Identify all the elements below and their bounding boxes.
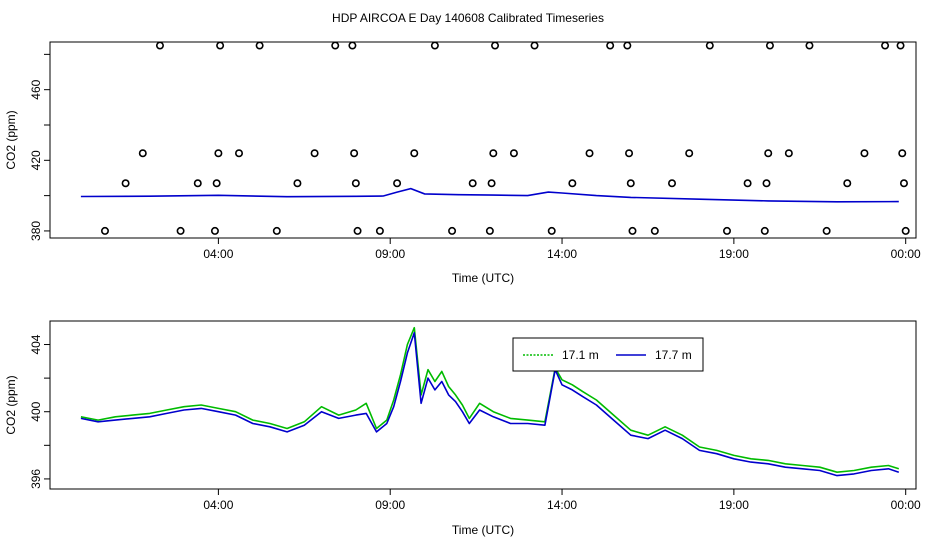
- bottom-x-tick-label: 09:00: [375, 498, 405, 512]
- bottom-y-tick-label: 404: [29, 334, 43, 354]
- data-point: [705, 41, 714, 50]
- bottom-x-tick-label: 00:00: [891, 498, 921, 512]
- bottom-plot-frame: [49, 320, 917, 490]
- bottom-x-axis: 04:00 09:00 14:00 19:00 00:00: [203, 489, 921, 512]
- data-point: [375, 226, 384, 235]
- data-point: [393, 179, 402, 188]
- legend-label-17-1m: 17.1 m: [562, 348, 599, 362]
- data-point: [843, 179, 852, 188]
- data-point: [121, 179, 130, 188]
- data-point: [100, 226, 109, 235]
- bottom-x-tick-label: 14:00: [547, 498, 577, 512]
- data-point: [272, 226, 281, 235]
- top-y-tick-label: 420: [29, 150, 43, 170]
- data-point: [350, 149, 359, 158]
- data-point: [901, 226, 910, 235]
- data-point: [822, 226, 831, 235]
- legend: 17.1 m 17.7 m: [512, 337, 704, 372]
- top-x-tick-label: 19:00: [719, 247, 749, 261]
- data-point: [685, 149, 694, 158]
- data-point: [625, 149, 634, 158]
- data-point: [784, 149, 793, 158]
- series-line: [80, 187, 899, 203]
- data-point: [331, 41, 340, 50]
- top-plot-frame: [49, 41, 917, 239]
- data-point: [530, 41, 539, 50]
- bottom-x-axis-label: Time (UTC): [452, 523, 514, 537]
- data-point: [626, 179, 635, 188]
- bottom-y-tick-label: 400: [29, 401, 43, 421]
- top-x-axis-label: Time (UTC): [452, 271, 514, 285]
- data-point: [764, 149, 773, 158]
- data-point: [138, 149, 147, 158]
- data-point: [896, 41, 905, 50]
- data-point: [650, 226, 659, 235]
- data-point: [628, 226, 637, 235]
- data-point: [899, 179, 908, 188]
- data-point: [216, 41, 225, 50]
- data-point: [468, 179, 477, 188]
- data-point: [212, 179, 221, 188]
- data-point: [176, 226, 185, 235]
- data-point: [668, 179, 677, 188]
- top-plot-marks: [80, 41, 910, 235]
- data-point: [547, 226, 556, 235]
- data-point: [293, 179, 302, 188]
- data-point: [485, 226, 494, 235]
- bottom-x-tick-label: 19:00: [719, 498, 749, 512]
- data-point: [155, 41, 164, 50]
- data-point: [765, 41, 774, 50]
- data-point: [881, 41, 890, 50]
- data-point: [310, 149, 319, 158]
- top-x-tick-label: 14:00: [547, 247, 577, 261]
- data-point: [509, 149, 518, 158]
- data-point: [255, 41, 264, 50]
- top-y-axis: 380 420 460: [29, 53, 50, 241]
- data-point: [410, 149, 419, 158]
- data-point: [743, 179, 752, 188]
- data-point: [448, 226, 457, 235]
- bottom-y-tick-label: 396: [29, 469, 43, 489]
- bottom-panel: 04:00 09:00 14:00 19:00 00:00 396 400 404 Time…: [4, 320, 921, 537]
- data-point: [487, 179, 496, 188]
- data-point: [235, 149, 244, 158]
- data-point: [193, 179, 202, 188]
- data-point: [585, 149, 594, 158]
- data-point: [805, 41, 814, 50]
- data-point: [214, 149, 223, 158]
- data-point: [762, 179, 771, 188]
- figure-title: HDP AIRCOA E Day 140608 Calibrated Times…: [332, 11, 604, 25]
- top-y-axis-label: CO2 (ppm): [4, 110, 18, 169]
- top-x-tick-label: 04:00: [203, 247, 233, 261]
- data-point: [353, 226, 362, 235]
- data-point: [210, 226, 219, 235]
- data-point: [606, 41, 615, 50]
- series-line-17-1m: [80, 326, 900, 474]
- data-point: [722, 226, 731, 235]
- top-y-tick-label: 380: [29, 221, 43, 241]
- data-point: [491, 41, 500, 50]
- data-point: [623, 41, 632, 50]
- bottom-plot-marks: [80, 326, 900, 477]
- data-point: [351, 179, 360, 188]
- data-point: [760, 226, 769, 235]
- top-x-axis: 04:00 09:00 14:00 19:00 00:00: [203, 238, 921, 261]
- data-point: [430, 41, 439, 50]
- data-point: [348, 41, 357, 50]
- top-x-tick-label: 09:00: [375, 247, 405, 261]
- top-y-tick-label: 460: [29, 79, 43, 99]
- data-point: [860, 149, 869, 158]
- bottom-x-tick-label: 04:00: [203, 498, 233, 512]
- top-panel: 04:00 09:00 14:00 19:00 00:00 380 420 460 Time…: [4, 41, 921, 285]
- bottom-y-axis: 396 400 404: [29, 334, 50, 489]
- data-point: [489, 149, 498, 158]
- series-line-17-7m: [80, 331, 900, 477]
- data-point: [568, 179, 577, 188]
- data-point: [898, 149, 907, 158]
- legend-label-17-7m: 17.7 m: [655, 348, 692, 362]
- bottom-y-axis-label: CO2 (ppm): [4, 375, 18, 434]
- top-x-tick-label: 00:00: [891, 247, 921, 261]
